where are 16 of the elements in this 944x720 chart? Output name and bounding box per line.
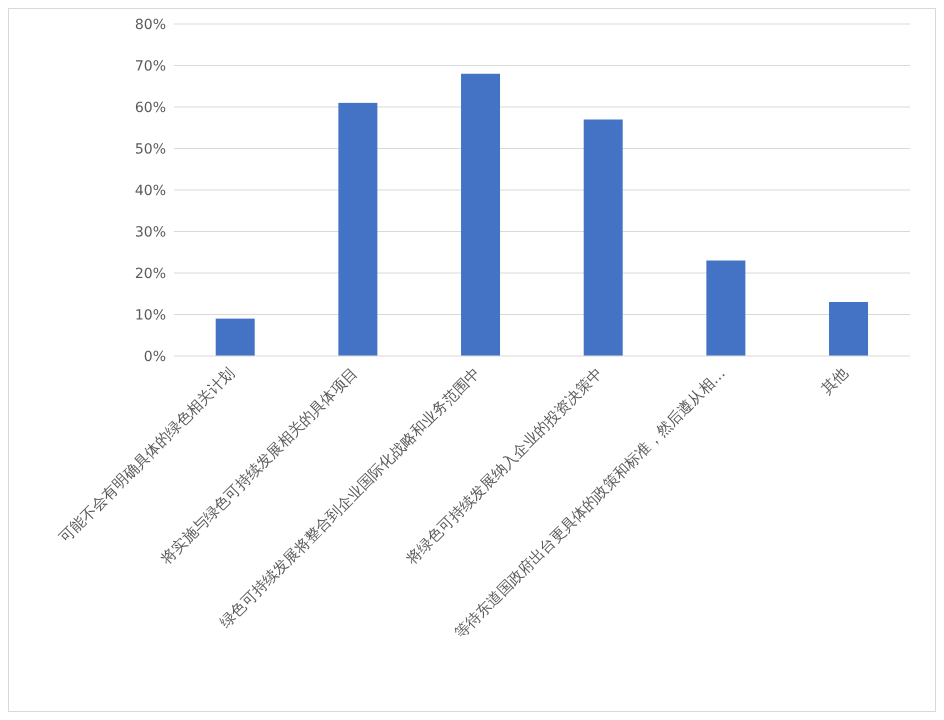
y-tick-label: 60% — [134, 100, 166, 116]
y-tick-label: 0% — [144, 348, 166, 365]
y-tick-label: 70% — [134, 58, 166, 74]
bar — [706, 260, 746, 356]
y-tick-label: 10% — [134, 307, 166, 324]
bar — [216, 318, 255, 356]
bar — [338, 102, 378, 356]
bar — [584, 119, 623, 356]
bar — [829, 302, 868, 356]
y-tick-label: 50% — [134, 141, 166, 158]
y-tick-label: 40% — [134, 182, 166, 199]
y-tick-label: 20% — [134, 266, 166, 282]
y-tick-label: 80% — [134, 16, 166, 33]
bar — [461, 74, 500, 356]
y-tick-label: 30% — [134, 224, 166, 240]
x-tick-label: 其他 — [818, 364, 852, 398]
